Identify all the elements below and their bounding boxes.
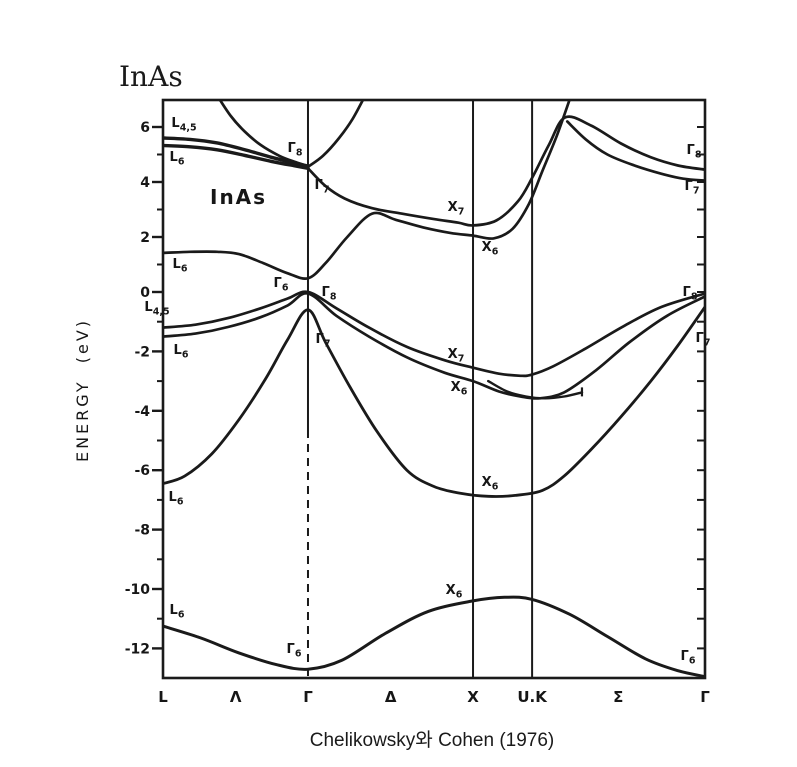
inner-compound-label: InAs <box>210 185 267 209</box>
band-point-label: X7 <box>448 347 465 365</box>
band-point-label: L6 <box>173 257 188 275</box>
band-curve-valence-heavy-hole <box>163 290 705 378</box>
x-axis-label-L: L <box>158 688 168 706</box>
axis-ticks <box>152 125 705 650</box>
figure-caption: Chelikowsky와 Cohen (1976) <box>310 729 555 751</box>
band-point-label: L6 <box>170 603 185 621</box>
figure-title: InAs <box>119 60 183 93</box>
band-curve-valence-deep-band <box>163 305 705 498</box>
band-point-label: Γ8 <box>687 143 702 161</box>
symmetry-vertical-lines <box>306 100 534 678</box>
band-point-label: L4,5 <box>171 116 196 134</box>
band-point-label: L6 <box>170 150 185 168</box>
y-tick-label: 4 <box>140 175 150 191</box>
band-point-label: X6 <box>446 583 463 601</box>
band-point-label: Γ8 <box>288 141 303 159</box>
x-axis-labels: L Λ Γ Δ X U.K Σ Γ <box>158 688 710 706</box>
band-curve-conduction-L45-band <box>163 136 310 168</box>
band-curve-conduction-gamma6-lowest <box>163 100 571 280</box>
x-axis-label-U.K: U.K <box>517 688 548 706</box>
band-point-labels: L4,5 L6 Γ8 Γ7 L6 Γ6 Γ8 L4,5 Γ7 L6 X7 X6 X7 X6 X6 L6 X6 L6… <box>144 116 710 667</box>
band-point-label: L6 <box>169 490 184 508</box>
band-point-label: X7 <box>448 200 465 218</box>
band-curve-conduction-L6-band <box>163 143 310 170</box>
band-point-label: Γ8 <box>683 285 698 303</box>
plot-frame <box>161 98 707 680</box>
energy-bands <box>163 100 705 678</box>
band-point-label: X6 <box>482 240 499 258</box>
y-tick-label: 0 <box>140 285 150 301</box>
x-axis-label-Γ: Γ <box>303 688 313 706</box>
y-tick-label: -8 <box>134 523 150 539</box>
band-point-label: Γ8 <box>322 285 337 303</box>
band-curve-conduction-sigma-lower <box>565 120 705 182</box>
x-axis-label-Δ: Δ <box>385 688 397 706</box>
band-point-label: Γ7 <box>696 331 711 349</box>
band-point-label: Γ7 <box>315 178 330 196</box>
band-point-label: X6 <box>451 380 468 398</box>
y-tick-labels: 6 4 2 0 -2 -4 -6 -8 -10 -12 <box>125 120 151 657</box>
y-tick-label: -6 <box>134 463 150 479</box>
band-curve-valence-splitoff-hook <box>487 379 584 400</box>
band-point-label: Γ6 <box>681 649 696 667</box>
y-tick-label: -10 <box>125 582 151 598</box>
band-curve-conduction-gamma8-up-delta <box>306 100 365 169</box>
y-axis-label: ENERGY (eV) <box>73 318 92 462</box>
band-curve-valence-bottom-s-band <box>163 595 705 678</box>
band-curve-conduction-gamma7-X7-peak-sigma <box>306 115 705 227</box>
y-tick-label: -4 <box>134 404 150 420</box>
x-axis-label-X: X <box>467 688 479 706</box>
band-point-label: L6 <box>174 343 189 361</box>
band-point-label: Γ7 <box>316 332 331 350</box>
y-tick-label: 6 <box>140 120 150 136</box>
x-axis-label-Σ: Σ <box>613 688 623 706</box>
y-tick-label: -2 <box>134 344 150 360</box>
x-axis-label-Λ: Λ <box>230 688 242 706</box>
band-point-label: Γ7 <box>685 179 700 197</box>
y-tick-label: 2 <box>140 230 150 246</box>
x-axis-label-Γ: Γ <box>700 688 710 706</box>
band-point-label: Γ6 <box>274 276 289 294</box>
band-curve-valence-light-hole <box>163 292 705 400</box>
band-point-label: L4,5 <box>144 300 169 318</box>
y-tick-label: -12 <box>125 641 150 657</box>
band-point-label: X6 <box>482 475 499 493</box>
band-point-label: Γ6 <box>287 642 302 660</box>
